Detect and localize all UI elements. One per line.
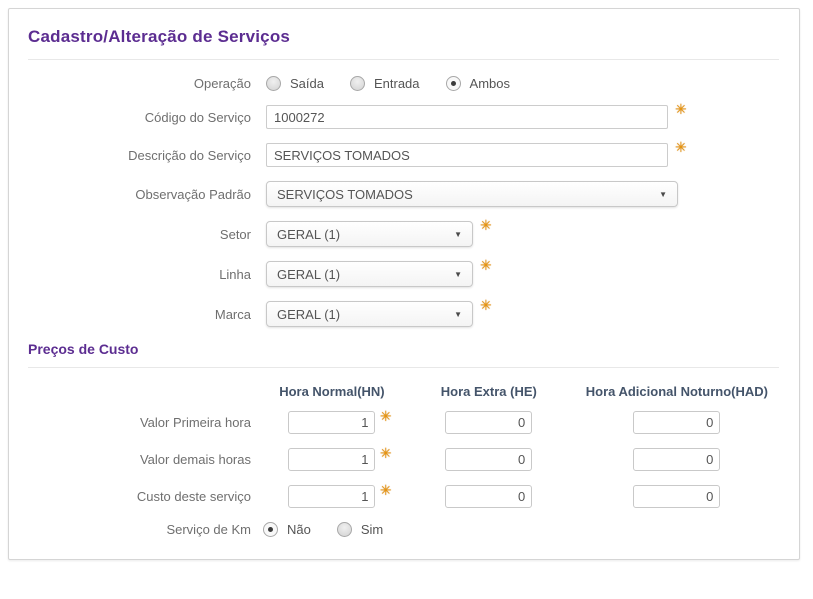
codigo-input[interactable] (266, 105, 668, 129)
servico-km-label: Serviço de Km (166, 522, 251, 537)
primeira-hora-hn-input[interactable] (288, 411, 376, 434)
demais-horas-had-input[interactable] (633, 448, 721, 471)
setor-label: Setor (219, 226, 251, 242)
cost-row-custo-servico: Custo deste serviço ✳ (28, 482, 779, 508)
required-asterisk-icon: ✳ (480, 257, 492, 273)
required-asterisk-icon: ✳ (675, 101, 687, 117)
demais-horas-he-input[interactable] (445, 448, 533, 471)
title-divider (28, 59, 779, 60)
costs-header-row: Hora Normal(HN) Hora Extra (HE) Hora Adi… (28, 384, 779, 399)
radio-sim-label: Sim (360, 522, 384, 537)
chevron-down-icon: ▼ (454, 270, 462, 279)
custo-servico-hn-input[interactable] (288, 485, 376, 508)
required-asterisk-icon: ✳ (480, 297, 492, 313)
radio-group-ambos[interactable]: Ambos (445, 76, 510, 91)
required-asterisk-icon: ✳ (675, 139, 687, 155)
primeira-hora-label: Valor Primeira hora (139, 415, 251, 430)
marca-select[interactable]: GERAL (1) ▼ (266, 301, 473, 327)
costs-divider (28, 367, 779, 368)
chevron-down-icon: ▼ (659, 190, 667, 199)
demais-horas-hn-input[interactable] (288, 448, 376, 471)
service-form-card: Cadastro/Alteração de Serviços Operação … (8, 8, 800, 560)
setor-select[interactable]: GERAL (1) ▼ (266, 221, 473, 247)
linha-label: Linha (219, 266, 251, 282)
radio-group-sim[interactable]: Sim (336, 522, 384, 537)
marca-select-value: GERAL (1) (277, 306, 341, 322)
cost-row-primeira-hora: Valor Primeira hora ✳ (28, 408, 779, 434)
radio-nao-label: Não (287, 522, 311, 537)
page-title: Cadastro/Alteração de Serviços (28, 27, 291, 46)
observacao-select-value: SERVIÇOS TOMADOS (277, 186, 413, 202)
descricao-label: Descrição do Serviço (128, 147, 251, 163)
required-asterisk-icon: ✳ (480, 217, 492, 233)
chevron-down-icon: ▼ (454, 230, 462, 239)
costs-section-title: Preços de Custo (28, 341, 139, 357)
primeira-hora-had-input[interactable] (633, 411, 721, 434)
observacao-select[interactable]: SERVIÇOS TOMADOS ▼ (266, 181, 678, 207)
row-servico-km: Serviço de Km Não Sim (28, 522, 779, 537)
col-header-hora-normal: Hora Normal(HN) (279, 384, 385, 399)
row-setor: Setor GERAL (1) ▼ ✳ (28, 217, 779, 247)
setor-select-value: GERAL (1) (277, 226, 341, 242)
marca-label: Marca (214, 306, 251, 322)
linha-select[interactable]: GERAL (1) ▼ (266, 261, 473, 287)
radio-saida[interactable] (266, 76, 281, 91)
codigo-label: Código do Serviço (144, 109, 251, 125)
radio-sim[interactable] (336, 522, 352, 537)
descricao-input[interactable] (266, 143, 668, 167)
radio-saida-label: Saída (290, 76, 324, 91)
radio-ambos-label: Ambos (469, 76, 510, 91)
radio-entrada[interactable] (349, 76, 365, 91)
radio-group-entrada[interactable]: Entrada (349, 76, 420, 91)
required-asterisk-icon: ✳ (379, 445, 392, 461)
radio-group-nao[interactable]: Não (263, 522, 311, 537)
col-header-hora-adicional: Hora Adicional Noturno(HAD) (585, 384, 768, 399)
radio-nao[interactable] (263, 522, 278, 537)
row-descricao: Descrição do Serviço ✳ (28, 139, 779, 167)
row-marca: Marca GERAL (1) ▼ ✳ (28, 297, 779, 327)
operacao-label: Operação (193, 76, 251, 91)
radio-ambos[interactable] (445, 76, 461, 91)
col-header-hora-extra: Hora Extra (HE) (440, 384, 537, 399)
primeira-hora-he-input[interactable] (445, 411, 533, 434)
chevron-down-icon: ▼ (454, 310, 462, 319)
cost-row-demais-horas: Valor demais horas ✳ (28, 445, 779, 471)
custo-servico-had-input[interactable] (633, 485, 721, 508)
observacao-label: Observação Padrão (135, 186, 251, 202)
demais-horas-label: Valor demais horas (139, 452, 251, 467)
row-codigo: Código do Serviço ✳ (28, 101, 779, 129)
radio-entrada-label: Entrada (373, 76, 420, 91)
custo-servico-label: Custo deste serviço (136, 489, 251, 504)
custo-servico-he-input[interactable] (445, 485, 533, 508)
required-asterisk-icon: ✳ (379, 482, 392, 498)
radio-group-saida[interactable]: Saída (266, 76, 324, 91)
row-linha: Linha GERAL (1) ▼ ✳ (28, 257, 779, 287)
required-asterisk-icon: ✳ (379, 408, 392, 424)
linha-select-value: GERAL (1) (277, 266, 341, 282)
row-operacao: Operação Saída Entrada Ambos (28, 76, 779, 91)
row-observacao: Observação Padrão SERVIÇOS TOMADOS ▼ (28, 181, 779, 207)
